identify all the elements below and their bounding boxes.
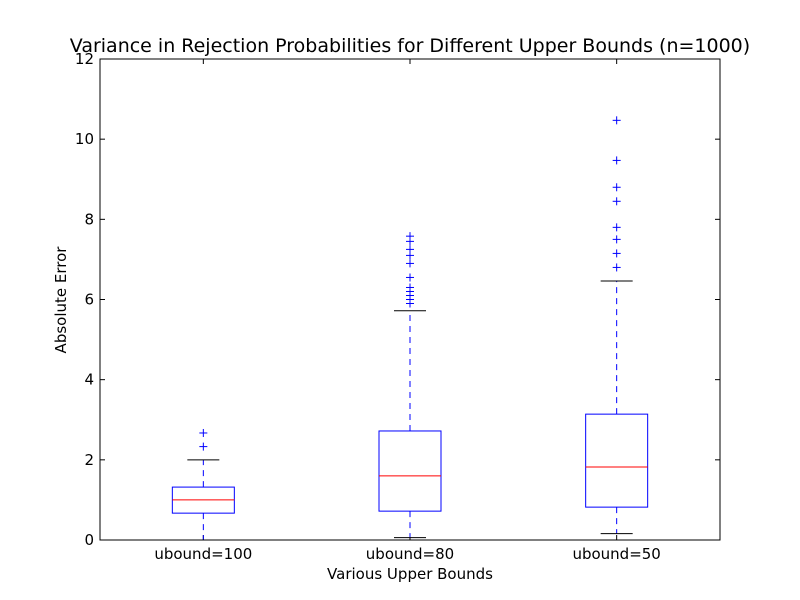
x-tick-label: ubound=80 [366, 545, 454, 563]
y-tick-label: 12 [75, 50, 94, 68]
outlier-point [406, 273, 414, 282]
iqr-box [378, 430, 442, 512]
outlier-point [612, 223, 621, 232]
iqr-box [585, 413, 649, 508]
outlier-point [612, 116, 621, 125]
chart-title: Variance in Rejection Probabilities for … [70, 35, 750, 57]
outlier-point [612, 156, 621, 165]
y-tick-label: 6 [84, 291, 94, 309]
y-tick-label: 0 [84, 531, 94, 549]
y-tick-label: 2 [84, 451, 94, 469]
plot-area: 0 2 4 6 8 10 12 ubound=100 ubound=80 ubound=50 [75, 50, 721, 563]
outlier-point [612, 183, 621, 192]
outlier-point [612, 249, 621, 258]
outlier-point [406, 232, 414, 241]
x-tick-label: ubound=50 [572, 545, 660, 563]
outlier-point [612, 235, 621, 244]
outlier-point [406, 245, 414, 254]
outlier-point [612, 263, 621, 272]
y-tick-label: 8 [84, 210, 94, 228]
y-axis-label: Absolute Error [52, 246, 70, 354]
outlier-point [406, 259, 414, 268]
y-tick-label: 4 [84, 371, 94, 389]
outlier-point [199, 442, 208, 451]
outlier-point [406, 283, 414, 292]
outlier-point [612, 197, 621, 206]
outlier-point [199, 428, 208, 437]
x-axis-label: Various Upper Bounds [327, 565, 493, 583]
x-tick-label: ubound=100 [154, 545, 252, 563]
y-tick-label: 10 [75, 130, 94, 148]
